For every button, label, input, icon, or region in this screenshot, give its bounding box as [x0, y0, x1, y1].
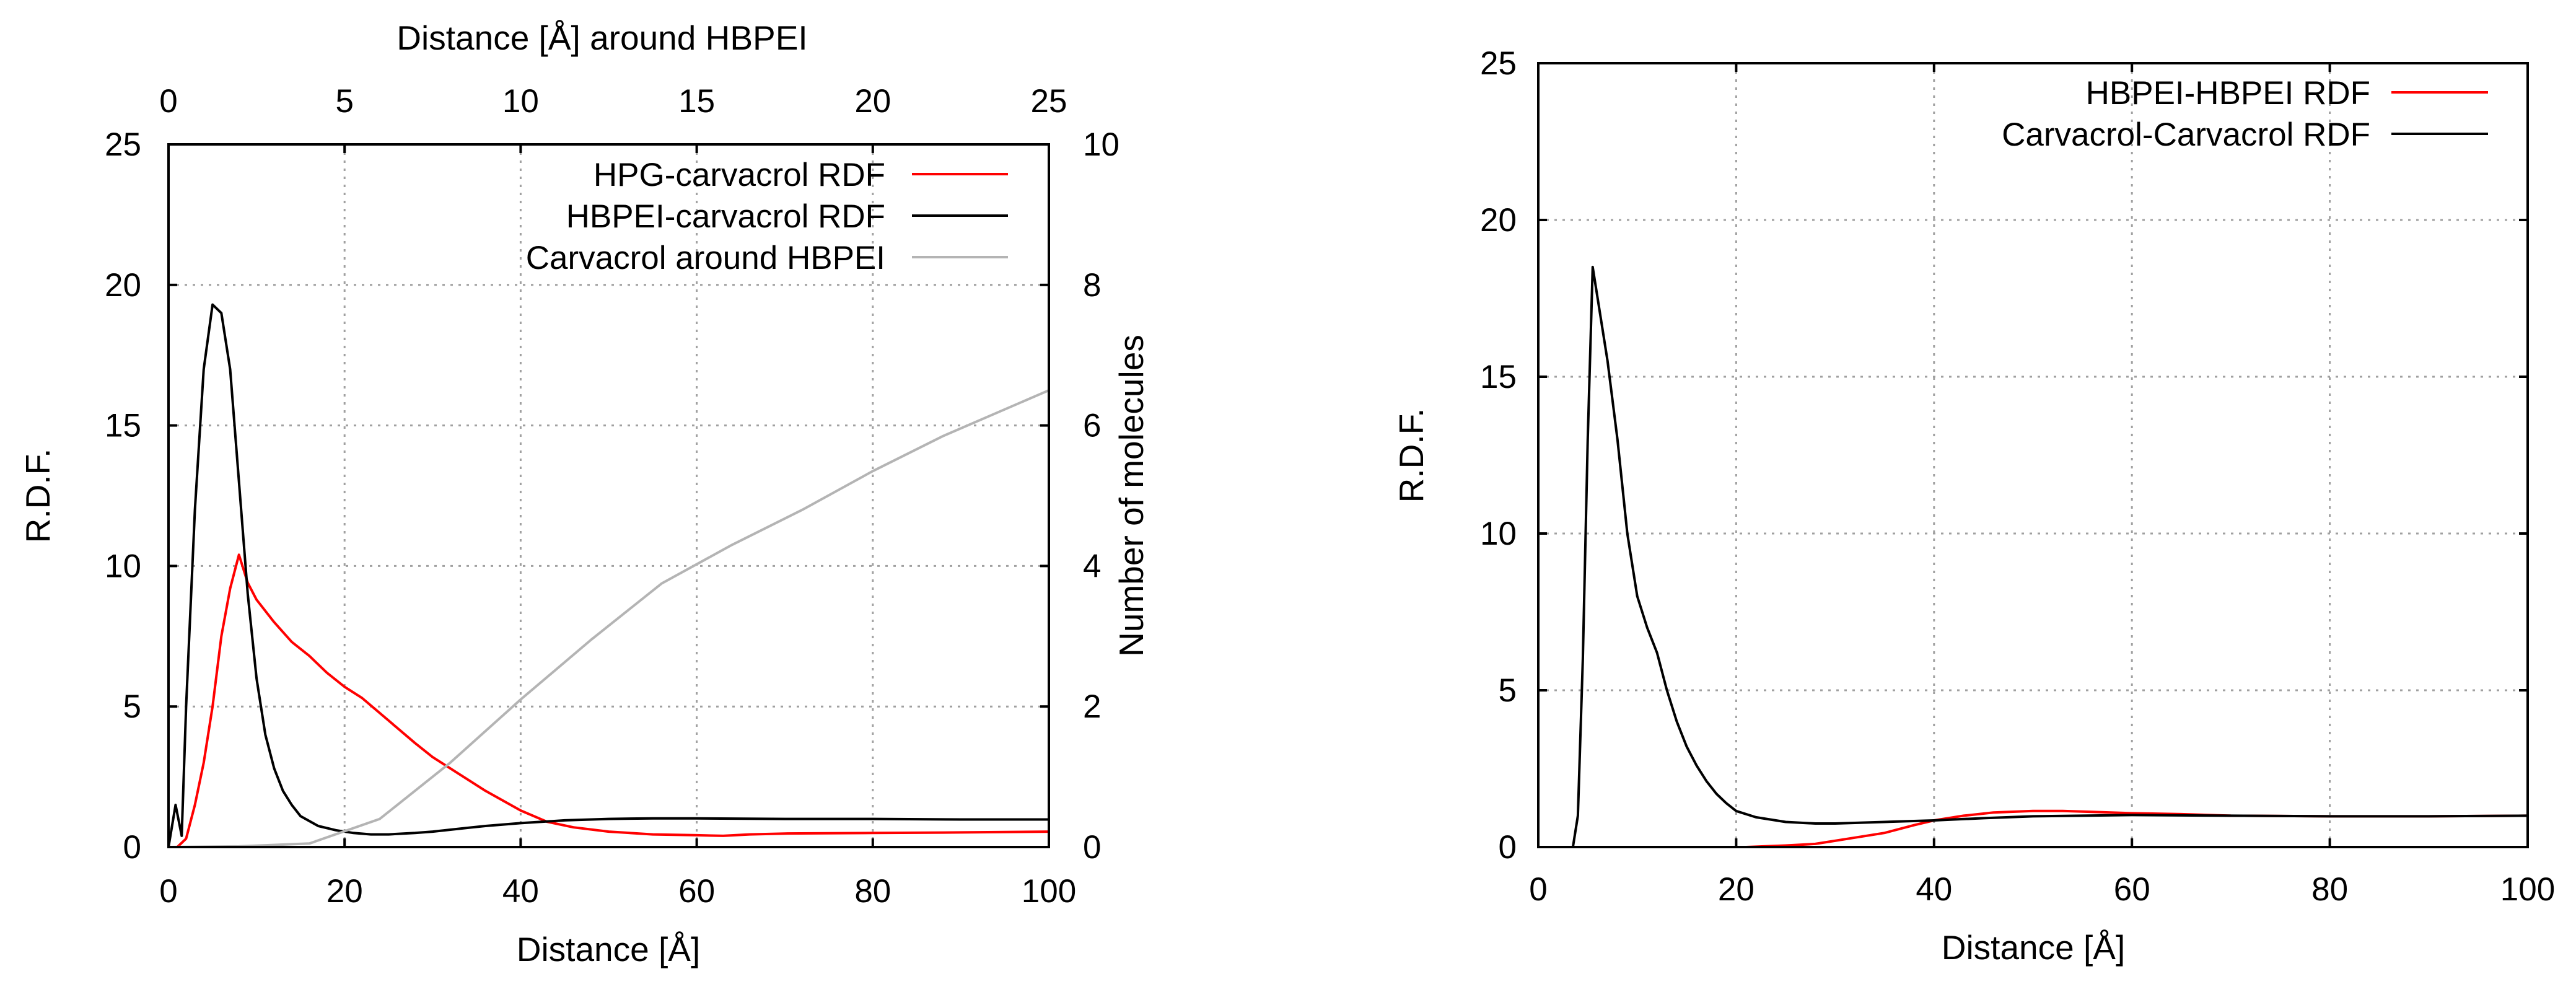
x2-axis-title: Distance [Å] around HBPEI	[396, 19, 807, 57]
chart-left: 0 20 40 60 80 100 0 5 10 15 20 25 0 5 10…	[19, 19, 1150, 968]
tick-marks	[167, 143, 1050, 848]
x-tick-label: 60	[678, 873, 715, 910]
legend: HPG-carvacrol RDF HBPEI-carvacrol RDF Ca…	[526, 157, 1008, 276]
y-tick-label: 10	[1480, 516, 1517, 552]
y-tick-label: 20	[105, 267, 141, 304]
tick-marks	[1537, 62, 2529, 848]
y2-tick-label: 8	[1083, 267, 1101, 304]
x2-tick-label: 20	[854, 83, 891, 120]
series-line-2	[1538, 265, 2528, 848]
y-tick-label: 5	[1499, 672, 1517, 709]
legend-label: Carvacrol around HBPEI	[526, 240, 885, 276]
x-tick-label: 20	[326, 873, 363, 910]
y-tick-label: 15	[105, 408, 141, 444]
y-tick-label: 0	[1499, 829, 1517, 866]
y2-tick-label: 4	[1083, 548, 1101, 584]
y-tick-label: 10	[105, 548, 141, 584]
x2-axis-ticks: 0 5 10 15 20 25	[159, 83, 1067, 120]
y-tick-label: 0	[123, 829, 141, 866]
plot-frame	[167, 143, 1050, 848]
y-tick-label: 25	[1480, 45, 1517, 82]
plot-frame	[1537, 62, 2529, 848]
x2-tick-label: 0	[159, 83, 177, 120]
grid	[169, 144, 1049, 847]
x-tick-label: 40	[502, 873, 539, 910]
x-tick-label: 100	[2500, 871, 2555, 908]
legend-label: HBPEI-carvacrol RDF	[566, 198, 885, 235]
series-curves	[1538, 265, 2528, 848]
x-tick-label: 80	[2311, 871, 2348, 908]
series-line-2	[167, 303, 1049, 848]
x-axis-title: Distance [Å]	[517, 930, 701, 968]
x-tick-label: 60	[2114, 871, 2150, 908]
x-tick-label: 0	[1529, 871, 1547, 908]
x2-tick-label: 15	[678, 83, 715, 120]
x-axis-ticks: 0 20 40 60 80 100	[1529, 871, 2555, 908]
x-tick-label: 40	[1916, 871, 1952, 908]
x2-tick-label: 25	[1031, 83, 1067, 120]
legend-label: Carvacrol-Carvacrol RDF	[2002, 116, 2370, 153]
legend-label: HPG-carvacrol RDF	[594, 157, 885, 193]
x2-tick-label: 5	[335, 83, 353, 120]
y-axis-title: R.D.F.	[19, 449, 57, 543]
y-tick-label: 25	[105, 126, 141, 163]
x-tick-label: 100	[1022, 873, 1076, 910]
x-axis-ticks: 0 20 40 60 80 100	[159, 873, 1076, 910]
grid	[1538, 63, 2528, 847]
y-axis-ticks: 0 5 10 15 20 25	[1480, 45, 1517, 866]
x-tick-label: 80	[854, 873, 891, 910]
y-tick-label: 5	[123, 688, 141, 725]
y2-axis-ticks: 0 2 4 6 8 10	[1083, 126, 1119, 866]
y-tick-label: 15	[1480, 359, 1517, 395]
series-line-1	[169, 553, 1049, 848]
y2-tick-label: 6	[1083, 408, 1101, 444]
y-axis-ticks: 0 5 10 15 20 25	[105, 126, 141, 866]
legend-label: HBPEI-HBPEI RDF	[2086, 75, 2370, 112]
x-tick-label: 20	[1718, 871, 1755, 908]
x-tick-label: 0	[159, 873, 177, 910]
y2-tick-label: 0	[1083, 829, 1101, 866]
x-axis-title: Distance [Å]	[1942, 928, 2126, 967]
y2-axis-title: Number of molecules	[1112, 335, 1150, 657]
y2-tick-label: 2	[1083, 688, 1101, 725]
x2-tick-label: 10	[502, 83, 539, 120]
y2-tick-label: 10	[1083, 126, 1119, 163]
series-line-3	[168, 389, 1049, 848]
chart-right: 0 20 40 60 80 100 0 5 10 15 20 25 Distan…	[1392, 45, 2555, 967]
y-axis-title: R.D.F.	[1392, 408, 1430, 503]
legend: HBPEI-HBPEI RDF Carvacrol-Carvacrol RDF	[2002, 75, 2488, 153]
y-tick-label: 20	[1480, 202, 1517, 239]
series-curves	[167, 303, 1049, 848]
